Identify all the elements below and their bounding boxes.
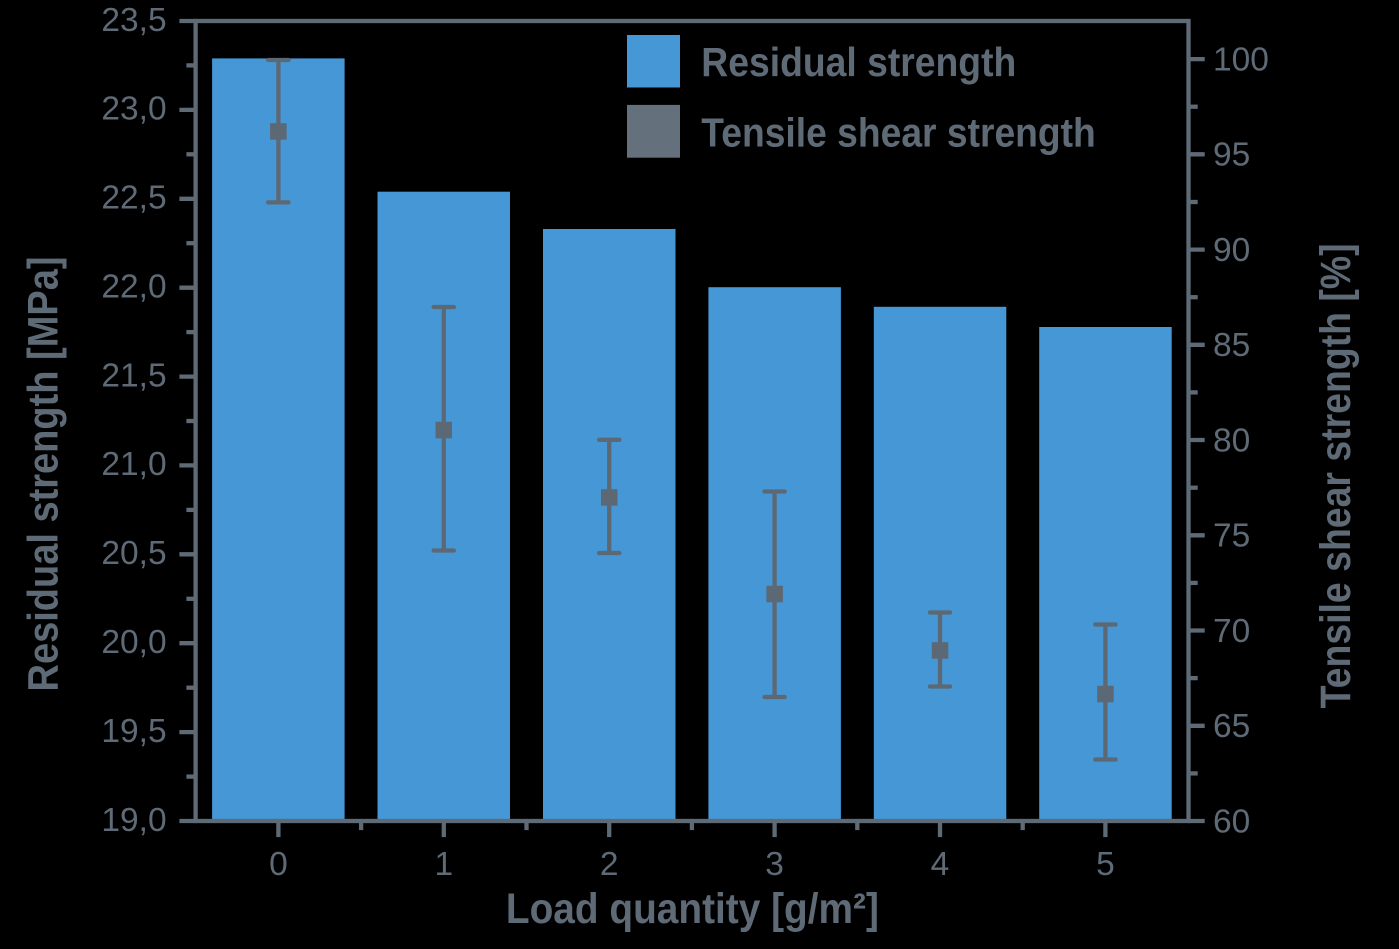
svg-text:Residual strength: Residual strength xyxy=(701,39,1016,85)
svg-text:22,0: 22,0 xyxy=(101,269,166,306)
svg-text:23,0: 23,0 xyxy=(101,91,166,128)
svg-text:60: 60 xyxy=(1213,803,1250,840)
svg-text:0: 0 xyxy=(269,846,288,883)
svg-text:19,5: 19,5 xyxy=(101,713,166,750)
svg-text:85: 85 xyxy=(1213,327,1250,364)
svg-text:100: 100 xyxy=(1213,41,1269,78)
svg-text:70: 70 xyxy=(1213,613,1250,650)
svg-text:2: 2 xyxy=(600,846,619,883)
svg-text:Tensile shear strength [%]: Tensile shear strength [%] xyxy=(1313,243,1360,708)
svg-text:65: 65 xyxy=(1213,708,1250,745)
svg-text:Load quantity [g/m²]: Load quantity [g/m²] xyxy=(506,886,879,933)
svg-text:4: 4 xyxy=(931,846,950,883)
svg-text:5: 5 xyxy=(1096,846,1115,883)
svg-text:20,0: 20,0 xyxy=(101,624,166,661)
svg-text:80: 80 xyxy=(1213,422,1250,459)
svg-text:Tensile shear strength: Tensile shear strength xyxy=(701,109,1096,155)
svg-text:95: 95 xyxy=(1213,137,1250,174)
svg-text:75: 75 xyxy=(1213,518,1250,555)
svg-text:19,0: 19,0 xyxy=(101,802,166,839)
svg-text:21,5: 21,5 xyxy=(101,357,166,394)
svg-text:Residual strength [MPa]: Residual strength [MPa] xyxy=(20,257,67,692)
svg-text:90: 90 xyxy=(1213,232,1250,269)
svg-text:22,5: 22,5 xyxy=(101,180,166,217)
svg-text:23,5: 23,5 xyxy=(101,2,166,39)
svg-text:20,5: 20,5 xyxy=(101,535,166,572)
svg-text:1: 1 xyxy=(434,846,453,883)
svg-text:21,0: 21,0 xyxy=(101,446,166,483)
svg-text:3: 3 xyxy=(765,846,784,883)
